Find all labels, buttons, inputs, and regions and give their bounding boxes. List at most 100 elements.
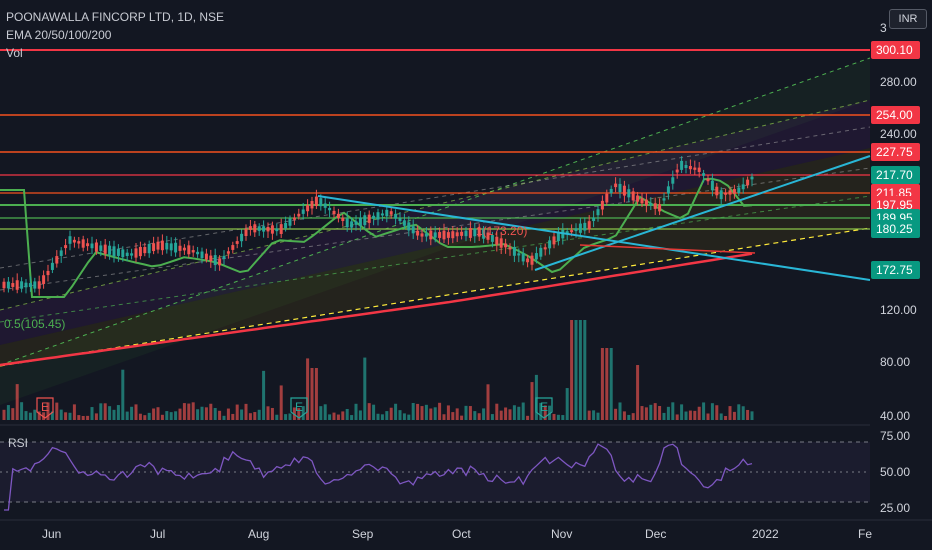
candle	[196, 246, 200, 258]
volume-bar	[55, 402, 59, 420]
candle	[420, 229, 424, 243]
candle	[138, 241, 142, 260]
candlesticks[interactable]	[2, 156, 754, 296]
volume-bar	[618, 402, 622, 420]
volume-bar	[644, 407, 648, 420]
fib-annotation-low: 0.5(105.45)	[4, 317, 65, 331]
chart-legend[interactable]: POONAWALLA FINCORP LTD, 1D, NSE EMA 20/5…	[6, 8, 224, 62]
volume-bar	[543, 405, 547, 420]
time-axis-label: Fe	[858, 527, 872, 541]
candle	[508, 243, 512, 256]
volume-bar	[204, 407, 208, 420]
candle	[94, 239, 98, 255]
volume-bar	[464, 405, 468, 420]
price-axis-label: 240.00	[880, 127, 917, 141]
volume-bar	[455, 408, 459, 420]
candle	[121, 246, 125, 262]
candle	[724, 188, 728, 202]
candle	[160, 234, 164, 255]
volume-bar	[614, 408, 618, 420]
volume-bar	[46, 402, 50, 420]
time-axis-label: 2022	[752, 527, 779, 541]
candle	[662, 192, 666, 205]
time-axis[interactable]: Jun Jul Aug Sep Oct Nov Dec 2022 Fe	[0, 519, 932, 541]
volume-bar	[209, 403, 213, 420]
volume-bar	[187, 403, 191, 420]
volume-bar	[477, 413, 481, 420]
currency-badge[interactable]: INR	[889, 9, 927, 29]
candle	[345, 211, 349, 232]
candle	[398, 212, 402, 225]
candle	[732, 184, 736, 199]
candle	[42, 270, 46, 289]
candle	[636, 191, 640, 206]
candle	[226, 247, 230, 259]
volume-bar	[143, 415, 147, 420]
volume-bar	[376, 413, 380, 420]
volume-indicator-label[interactable]: Vol	[6, 46, 23, 60]
candle	[376, 208, 380, 226]
earnings-marker-2: E	[290, 397, 308, 419]
candle	[266, 222, 270, 239]
candle	[407, 216, 411, 237]
candle	[548, 236, 552, 255]
candle	[6, 276, 10, 293]
volume-bar	[28, 412, 32, 420]
candle	[72, 236, 76, 248]
volume-bar	[398, 410, 402, 420]
volume-bar	[323, 404, 327, 420]
candle	[297, 208, 301, 220]
volume-bar	[222, 415, 226, 420]
volume-bar	[416, 403, 420, 420]
time-axis-label: Oct	[452, 527, 471, 541]
volume-bar	[402, 413, 406, 420]
trend-lines[interactable]	[317, 155, 871, 281]
candle	[596, 205, 600, 222]
candle	[499, 231, 503, 255]
candle	[86, 238, 90, 251]
candle	[64, 238, 68, 255]
volume-bar	[622, 411, 626, 420]
volume-bar	[178, 408, 182, 420]
volume-bar	[288, 413, 292, 420]
candle	[55, 250, 59, 268]
volume-bar	[253, 412, 257, 420]
earnings-markers[interactable]: E E E	[36, 397, 553, 419]
volume-bar	[15, 384, 19, 420]
volume-bar	[240, 409, 244, 420]
volume-bar	[495, 403, 499, 420]
volume-bar	[605, 348, 609, 420]
candle	[614, 177, 618, 193]
volume-bar	[407, 414, 411, 420]
ema-indicator-label[interactable]: EMA 20/50/100/200	[6, 28, 112, 42]
time-axis-label: Aug	[248, 527, 269, 541]
volume-bar	[244, 403, 248, 420]
volume-bar	[460, 415, 464, 420]
fib-annotation-high: 1(173.20)	[476, 224, 527, 238]
candle	[218, 255, 222, 271]
candle	[174, 237, 178, 257]
candle	[556, 227, 560, 246]
candle	[240, 229, 244, 248]
candle	[697, 162, 701, 178]
symbol-title[interactable]: POONAWALLA FINCORP LTD, 1D, NSE	[6, 10, 225, 24]
volume-bar	[688, 410, 692, 420]
rsi-pane[interactable]	[0, 424, 870, 511]
candle	[231, 241, 235, 254]
price-axis[interactable]: 3 280.00 240.00 120.00 80.00 40.00 75.00…	[880, 21, 917, 515]
volume-bar	[512, 405, 516, 420]
price-tag-box	[871, 220, 920, 238]
candle	[156, 236, 160, 254]
candle	[68, 230, 72, 251]
volume-bar	[363, 357, 367, 420]
volume-bar	[732, 411, 736, 420]
candle	[416, 225, 420, 240]
candle	[301, 202, 305, 220]
candle	[583, 217, 587, 235]
candle	[451, 226, 455, 244]
price-tag-label: 300.10	[876, 43, 913, 57]
volume-bar	[152, 408, 156, 420]
candle	[746, 176, 750, 189]
price-tags[interactable]: 300.10254.00227.75217.70211.85197.95189.…	[871, 41, 920, 279]
